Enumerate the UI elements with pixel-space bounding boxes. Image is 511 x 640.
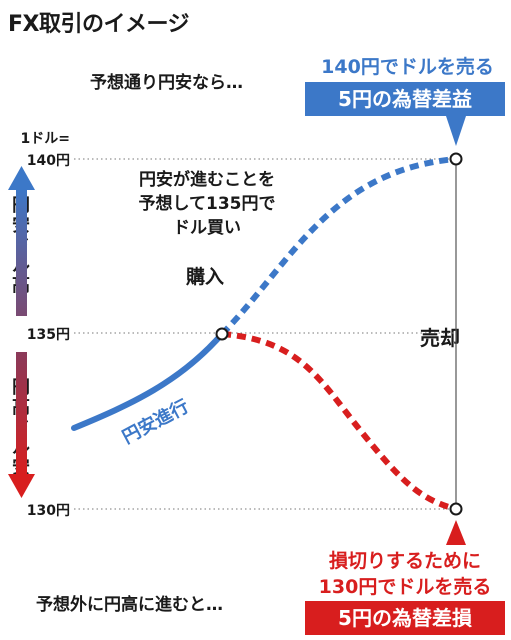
buy-note: 円安が進むことを 予想して135円で ドル買い	[112, 168, 302, 240]
buy-note-line-2: 予想して135円で	[138, 194, 276, 214]
tick-130: 130円	[26, 503, 70, 519]
loss-box: 5円の為替差損	[305, 601, 505, 635]
profit-box: 5円の為替差益	[305, 82, 505, 116]
trend-line	[71, 331, 225, 431]
bottom-cut-text: 損切りするために	[328, 550, 481, 572]
sell-label: 売却	[420, 326, 460, 350]
axis-unit-label: 1ドル=	[20, 131, 70, 147]
tick-140: 140円	[26, 153, 70, 169]
down-arrow-icon	[8, 474, 35, 498]
buy-note-line-3: ドル買い	[173, 218, 241, 238]
sell-point-140	[449, 152, 463, 166]
page-title: FX取引のイメージ	[8, 12, 190, 37]
bottom-sell-text: 130円でドルを売る	[318, 576, 492, 598]
sell-point-130	[449, 502, 463, 516]
tick-135: 135円	[26, 327, 70, 343]
scenario-down-line	[221, 331, 457, 512]
profit-pointer	[446, 116, 466, 146]
scenario-up-line	[219, 156, 457, 337]
up-arrow-icon	[8, 166, 35, 190]
loss-pointer	[446, 520, 466, 545]
down-arrow-shaft	[16, 352, 27, 476]
buy-point	[215, 327, 229, 341]
up-arrow-shaft	[16, 188, 27, 316]
top-sell-text: 140円でドルを売る	[321, 56, 494, 78]
bottom-lead-text: 予想外に円高に進むと…	[36, 595, 223, 615]
top-lead-text: 予想通り円安なら…	[90, 73, 243, 93]
buy-note-line-1: 円安が進むことを	[139, 170, 275, 190]
buy-label: 購入	[186, 266, 225, 288]
